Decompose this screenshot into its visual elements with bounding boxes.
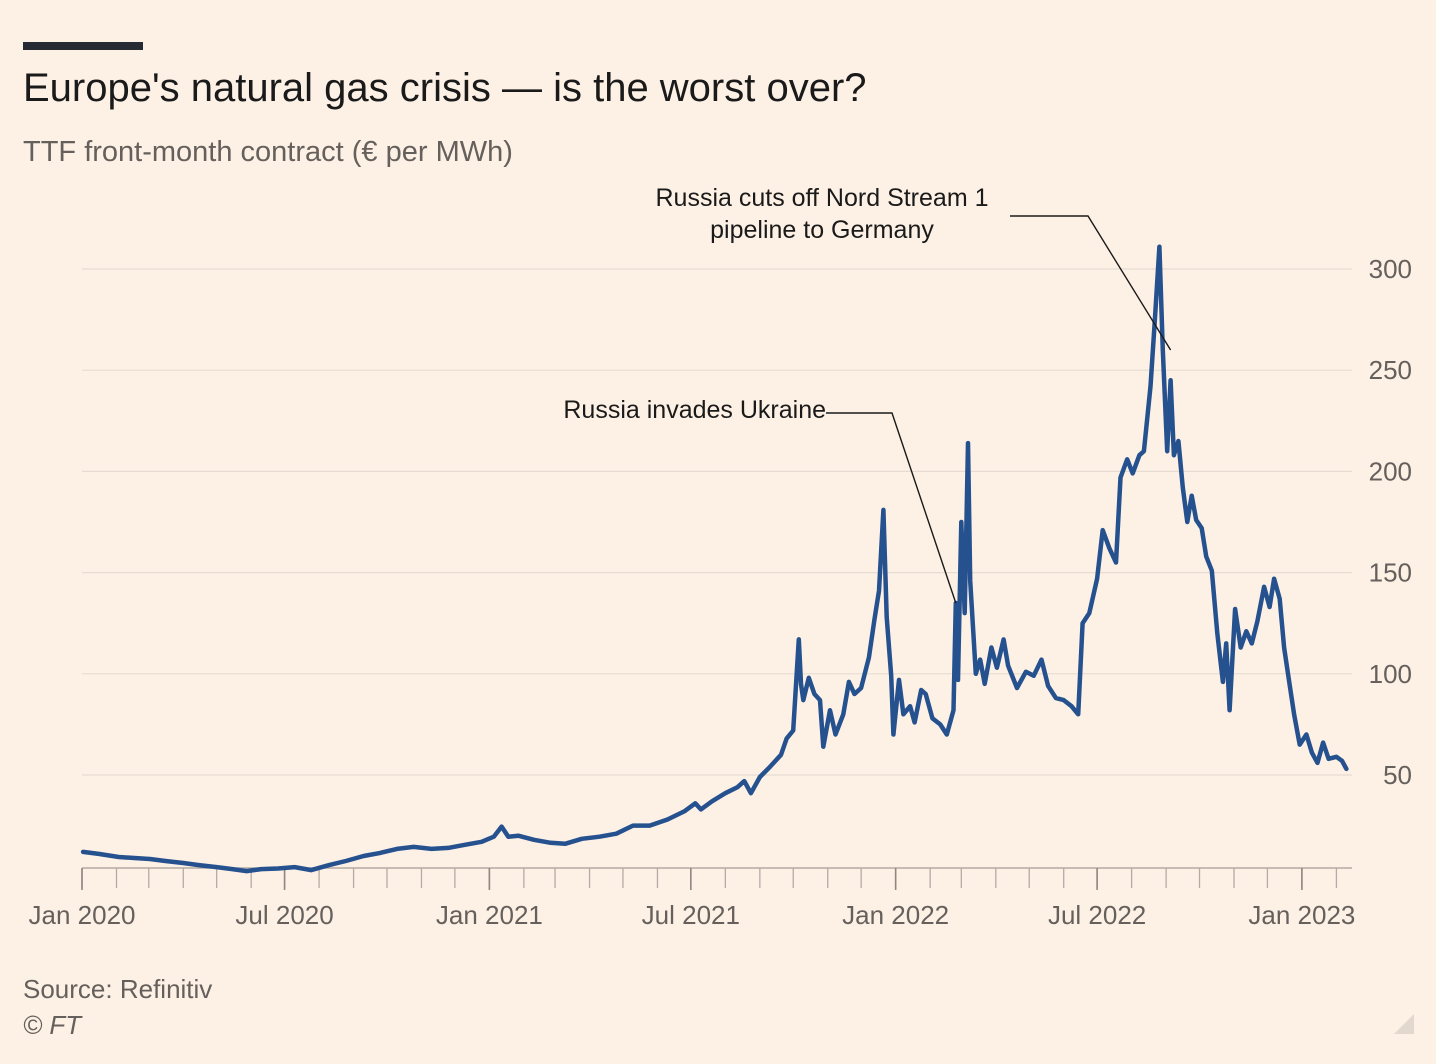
price-series-line: [80, 244, 1349, 874]
y-tick-label: 150: [1369, 558, 1412, 588]
y-tick-label: 50: [1383, 760, 1412, 790]
chart-plot-area: 50 100 150 200 250 300 Jan 2020 Jul 2020 Jan 202…: [29, 184, 1412, 930]
resize-corner-icon: [1394, 1014, 1414, 1034]
annotation-label: Russia invades Ukraine: [563, 396, 826, 424]
x-tick-label: Jul 2021: [642, 900, 740, 930]
x-tick-label: Jul 2020: [235, 900, 333, 930]
annotation-label: Russia cuts off Nord Stream 1: [655, 184, 988, 212]
annotation-leader-line: [1010, 215, 1172, 351]
copyright-note: © FT: [23, 1010, 82, 1040]
source-note: Source: Refinitiv: [23, 974, 213, 1004]
x-tick-label: Jan 2023: [1248, 900, 1355, 930]
y-tick-label: 100: [1369, 659, 1412, 689]
x-tick-label: Jul 2022: [1048, 900, 1146, 930]
chart-subtitle: TTF front-month contract (€ per MWh): [23, 136, 513, 168]
top-accent-rule: [23, 42, 143, 50]
x-tick-label: Jan 2020: [29, 900, 136, 930]
x-tick-label: Jan 2022: [842, 900, 949, 930]
y-tick-label: 250: [1369, 355, 1412, 385]
y-tick-label: 200: [1369, 456, 1412, 486]
x-tick-label: Jan 2021: [436, 900, 543, 930]
annotation-label: pipeline to Germany: [710, 216, 934, 244]
y-tick-label: 300: [1369, 254, 1412, 284]
chart-title: Europe's natural gas crisis — is the wor…: [23, 66, 867, 110]
annotation-leader-line: [826, 412, 957, 604]
